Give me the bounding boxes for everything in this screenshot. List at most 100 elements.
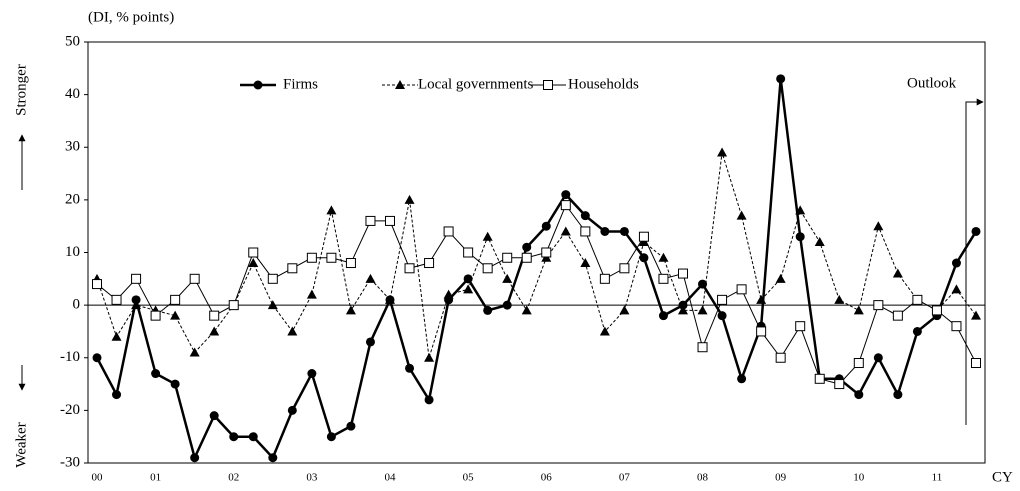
- point: [268, 453, 278, 463]
- point: [190, 453, 200, 463]
- point: [463, 284, 474, 294]
- point: [463, 274, 473, 284]
- point: [521, 305, 532, 315]
- point: [541, 221, 551, 231]
- x-tick-label: 07: [619, 472, 631, 484]
- point: [463, 247, 474, 258]
- point: [287, 263, 298, 274]
- x-tick-label: 03: [306, 472, 318, 484]
- point: [189, 347, 200, 357]
- point: [971, 226, 981, 236]
- point: [424, 258, 435, 269]
- unit-label: (DI, % points): [88, 9, 174, 25]
- point: [502, 300, 512, 310]
- x-tick-label: 01: [150, 472, 161, 484]
- point: [912, 294, 923, 305]
- point: [619, 263, 630, 274]
- point: [345, 305, 356, 315]
- point: [873, 353, 883, 363]
- point: [560, 200, 571, 211]
- point: [522, 242, 532, 252]
- point: [248, 258, 259, 268]
- point: [892, 268, 903, 278]
- legend-marker: [253, 80, 263, 90]
- point: [306, 252, 317, 263]
- x-axis-label: CY: [992, 469, 1013, 485]
- point: [678, 268, 688, 279]
- point: [151, 369, 161, 379]
- y-tick-label: -20: [60, 402, 80, 418]
- point: [697, 305, 708, 315]
- point: [697, 342, 708, 353]
- point: [209, 310, 220, 321]
- point: [131, 273, 142, 284]
- point: [736, 210, 747, 220]
- point: [658, 252, 669, 262]
- point: [482, 263, 493, 274]
- point: [424, 352, 435, 362]
- point: [405, 363, 415, 373]
- point: [638, 231, 649, 242]
- point: [424, 395, 434, 405]
- legend-marker: [543, 80, 553, 90]
- point: [834, 379, 845, 390]
- x-tick-label: 06: [541, 472, 553, 484]
- y-tick-label: -10: [60, 349, 80, 365]
- series-line: [95, 78, 978, 462]
- point: [521, 252, 532, 263]
- point: [678, 305, 688, 315]
- point: [639, 253, 649, 263]
- y-tick-label: 20: [65, 191, 80, 207]
- up-label: Stronger: [13, 64, 29, 116]
- point: [698, 279, 708, 289]
- point: [346, 421, 356, 431]
- point: [112, 390, 122, 400]
- legend-marker: [395, 80, 405, 89]
- point: [365, 273, 376, 283]
- point: [795, 232, 805, 242]
- point: [678, 300, 688, 310]
- point: [580, 226, 591, 237]
- point: [131, 300, 142, 310]
- point: [599, 273, 610, 284]
- point: [893, 390, 903, 400]
- point: [931, 305, 942, 316]
- point: [717, 147, 728, 157]
- point: [267, 300, 278, 310]
- point: [287, 326, 298, 336]
- point: [951, 284, 962, 294]
- point: [170, 310, 181, 320]
- x-tick-label: 08: [697, 472, 709, 484]
- point: [795, 205, 806, 215]
- point: [404, 263, 415, 274]
- point: [170, 294, 181, 305]
- point: [483, 305, 493, 315]
- point: [775, 352, 786, 363]
- series-line: [96, 152, 977, 358]
- point: [92, 353, 102, 363]
- point: [307, 369, 317, 379]
- point: [560, 226, 571, 236]
- point: [502, 273, 513, 283]
- point: [580, 258, 591, 268]
- point: [541, 247, 552, 258]
- point: [248, 432, 258, 442]
- point: [912, 326, 922, 336]
- point: [853, 358, 864, 369]
- point: [814, 236, 825, 246]
- point: [619, 305, 630, 315]
- legend-label: Local governments: [418, 76, 534, 92]
- point: [658, 273, 669, 284]
- point: [92, 279, 102, 290]
- point: [209, 326, 220, 336]
- point: [306, 289, 317, 299]
- point: [385, 215, 395, 226]
- y-tick-label: 0: [73, 297, 81, 313]
- legend-label: Households: [568, 76, 639, 92]
- point: [170, 379, 180, 389]
- point: [854, 390, 864, 400]
- point: [561, 190, 571, 200]
- point: [717, 311, 727, 321]
- point: [737, 374, 747, 384]
